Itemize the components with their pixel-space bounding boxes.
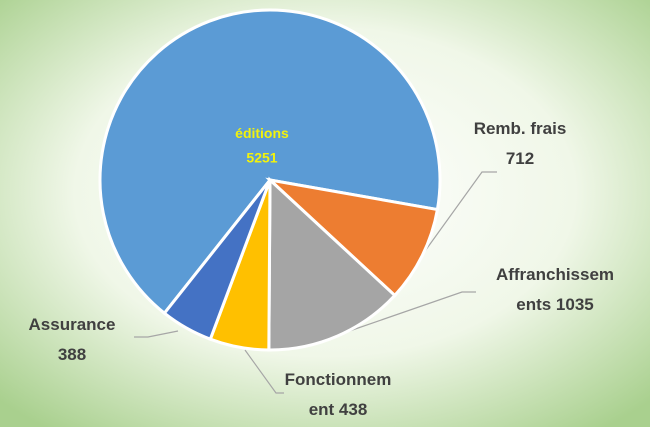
leader-line [134,330,179,338]
leader-line [244,349,284,394]
leader-lines [134,171,497,394]
pie-slice [98,8,442,316]
value-label: 1035 [556,295,594,314]
value-label: 5251 [246,150,277,166]
data-label: Affranchissem ents 1035 [496,265,614,314]
leader-line [419,171,497,259]
data-label: éditions 5251 [235,125,289,166]
pie-slice [265,177,440,298]
leader-line [334,291,476,337]
data-label: Remb. frais 712 [474,119,567,168]
value-label: 712 [506,149,534,168]
pie-slice [267,176,397,352]
value-label: 388 [58,345,86,364]
pie [98,8,442,352]
data-label: Fonctionnem ent 438 [285,370,392,419]
data-label: Assurance 388 [29,315,116,364]
value-label: 438 [339,400,367,419]
pie-slice [162,179,272,342]
